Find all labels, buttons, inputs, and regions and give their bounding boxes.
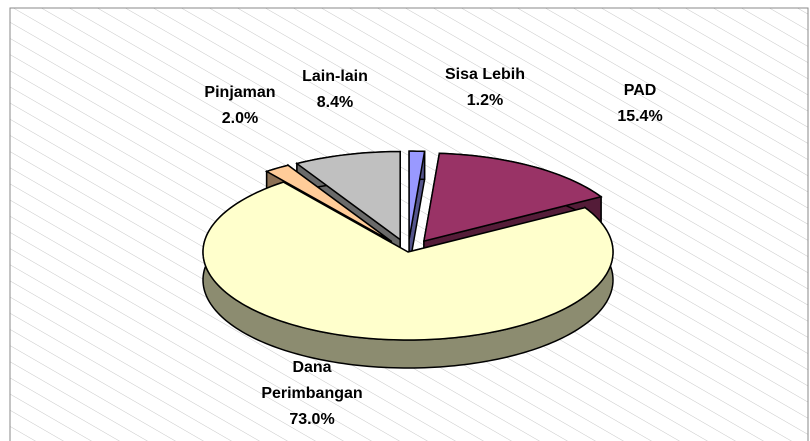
slice: [264, 164, 392, 242]
data-label: Sisa Lebih 1.2%: [420, 62, 550, 114]
slice: [408, 150, 426, 240]
data-label: Dana Perimbangan 73.0%: [247, 355, 377, 433]
category-label: Dana Perimbangan: [261, 359, 363, 402]
value-label: 1.2%: [466, 92, 504, 109]
category-label: Pinjaman: [204, 84, 276, 101]
value-label: 8.4%: [316, 94, 354, 111]
category-label: PAD: [623, 82, 657, 99]
category-label: Lain-lain: [302, 68, 368, 85]
pie: [202, 150, 614, 369]
data-label: Pinjaman 2.0%: [175, 80, 305, 132]
slice: [202, 181, 614, 341]
slice: [422, 152, 603, 243]
value-label: 73.0%: [289, 411, 335, 428]
slice: [295, 150, 401, 242]
data-label: PAD 15.4%: [575, 78, 705, 130]
data-label: Lain-lain 8.4%: [270, 64, 400, 116]
value-label: 15.4%: [617, 108, 663, 125]
value-label: 2.0%: [221, 110, 259, 127]
category-label: Sisa Lebih: [444, 66, 526, 83]
